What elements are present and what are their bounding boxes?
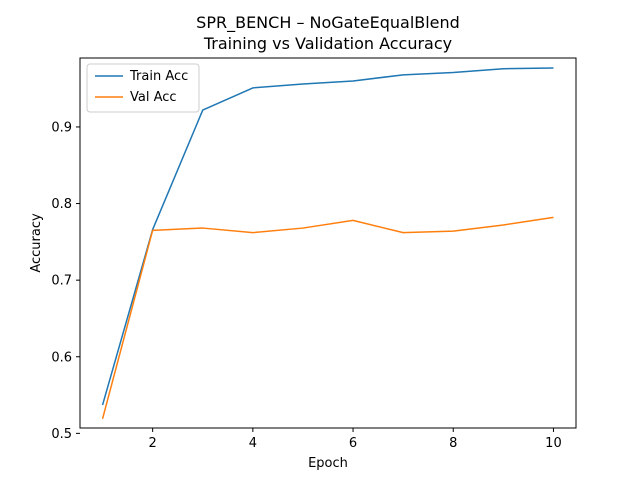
series-line-train-acc [101,67,554,406]
y-tick-label: 0.6 [51,350,72,365]
x-tick-label: 8 [449,436,457,451]
legend-label-train-acc: Train Acc [129,69,188,84]
plot-area-frame [79,57,577,429]
series-layer [101,67,554,420]
legend: Train Acc Val Acc [86,63,200,113]
y-tick-label: 0.5 [51,427,72,442]
series-line-val-acc [101,216,554,420]
legend-label-val-acc: Val Acc [130,90,177,105]
y-axis-label: Accuracy [29,213,44,273]
chart-title: SPR_BENCH – NoGateEqualBlend [196,13,460,33]
chart-subtitle: Training vs Validation Accuracy [203,34,452,53]
x-tick-label: 4 [249,436,257,451]
y-tick-label: 0.8 [51,197,72,212]
x-tick-label: 2 [149,436,157,451]
x-tick-label: 10 [545,436,562,451]
y-tick-label: 0.9 [51,120,72,135]
x-axis-label: Epoch [308,456,348,471]
y-tick-label: 0.7 [51,274,72,289]
x-tick-label: 6 [349,436,357,451]
ticks-layer: 2 4 6 8 10 0.5 0.6 0.7 0.8 0.9 [51,120,561,451]
